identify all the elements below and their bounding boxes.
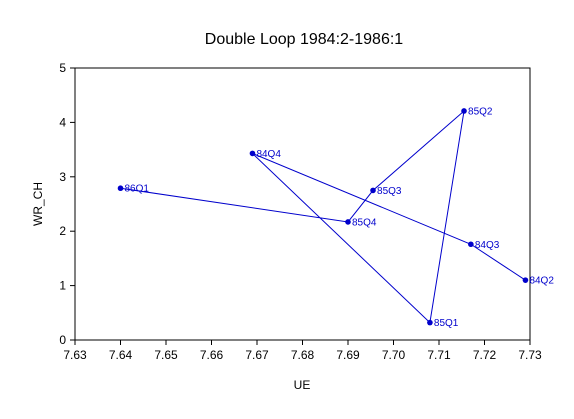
data-point bbox=[461, 108, 467, 114]
series-line bbox=[120, 109, 526, 324]
data-point bbox=[117, 185, 124, 192]
x-tick-label: 7.64 bbox=[109, 348, 133, 362]
x-tick-label: 7.71 bbox=[427, 348, 451, 362]
y-tick-label: 4 bbox=[59, 115, 66, 129]
point-label: 86Q1 bbox=[125, 184, 150, 195]
x-tick-label: 7.65 bbox=[154, 348, 178, 362]
x-axis: 7.63 7.64 7.65 7.66 7.67 7.68 7.69 7.70 7.71 7.72… bbox=[63, 340, 542, 362]
data-point bbox=[427, 319, 433, 326]
point-label: 85Q3 bbox=[377, 186, 402, 197]
x-tick-label: 7.73 bbox=[518, 348, 542, 362]
x-tick-label: 7.70 bbox=[382, 348, 406, 362]
y-tick-label: 5 bbox=[59, 61, 66, 75]
y-axis-label: WR_CH bbox=[31, 182, 45, 226]
y-axis: 0 1 2 3 4 5 bbox=[59, 61, 75, 347]
point-label: 84Q3 bbox=[475, 240, 500, 251]
point-label: 85Q2 bbox=[468, 106, 493, 117]
data-point bbox=[345, 219, 351, 225]
data-point bbox=[522, 277, 529, 283]
x-tick-label: 7.69 bbox=[336, 348, 360, 362]
data-point bbox=[249, 150, 256, 157]
y-tick-label: 3 bbox=[59, 170, 66, 184]
data-point bbox=[370, 187, 376, 194]
point-label: 84Q2 bbox=[529, 276, 554, 287]
x-tick-label: 7.67 bbox=[245, 348, 269, 362]
y-tick-label: 1 bbox=[59, 279, 66, 293]
series: 84Q2 84Q3 84Q4 85Q1 85Q2 85Q3 85Q4 86Q1 bbox=[117, 106, 554, 329]
point-label: 85Q4 bbox=[352, 217, 377, 228]
x-tick-label: 7.66 bbox=[200, 348, 224, 362]
point-label: 84Q4 bbox=[256, 149, 281, 160]
plot-frame bbox=[74, 67, 531, 341]
point-label: 85Q1 bbox=[434, 318, 459, 329]
x-axis-label: UE bbox=[294, 378, 311, 392]
chart-title: Double Loop 1984:2-1986:1 bbox=[205, 31, 403, 48]
data-point bbox=[468, 241, 474, 248]
x-tick-label: 7.72 bbox=[473, 348, 497, 362]
y-tick-label: 2 bbox=[59, 224, 66, 238]
x-tick-label: 7.68 bbox=[291, 348, 315, 362]
x-tick-label: 7.63 bbox=[63, 348, 87, 362]
y-tick-label: 0 bbox=[59, 333, 66, 347]
